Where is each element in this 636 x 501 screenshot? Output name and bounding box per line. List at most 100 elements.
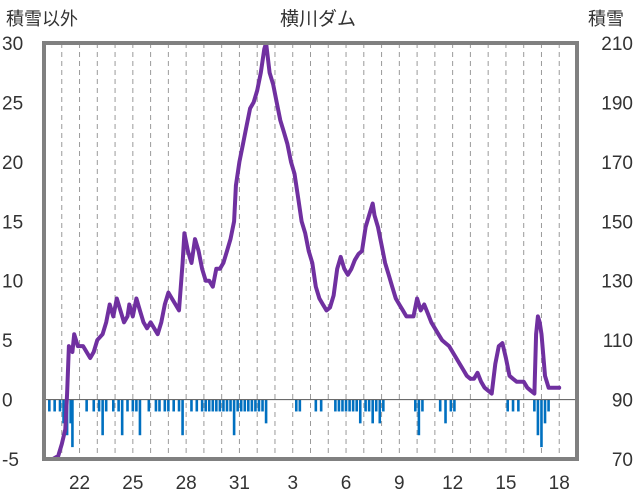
x-axis-ticks: 22 25 28 31 3 6 9 12 15 18 xyxy=(69,473,570,494)
precip-bar xyxy=(341,399,344,412)
x-tick-label: 18 xyxy=(549,473,570,494)
x-tick-label: 12 xyxy=(442,473,463,494)
precip-bar xyxy=(222,399,225,412)
precip-bar xyxy=(120,399,124,436)
precip-bar xyxy=(444,399,447,424)
precip-bar xyxy=(355,399,358,412)
precip-bar xyxy=(319,399,323,412)
right-tick-label: 150 xyxy=(601,212,633,233)
right-axis-label: 積雪 xyxy=(588,9,624,29)
precip-bar xyxy=(190,399,193,412)
precip-bar xyxy=(236,399,239,412)
snow-depth-line xyxy=(43,41,562,461)
bar-series xyxy=(48,399,550,448)
precip-bar xyxy=(131,399,135,412)
precip-bar xyxy=(181,399,184,436)
precip-bar xyxy=(243,399,247,412)
right-tick-label: 90 xyxy=(612,391,633,412)
precip-bar xyxy=(71,399,74,448)
right-tick-label: 170 xyxy=(601,153,633,174)
precip-bar xyxy=(453,399,456,412)
precip-bar xyxy=(449,399,453,412)
precip-bar xyxy=(158,399,161,412)
left-tick-label: 0 xyxy=(2,391,13,412)
precip-bar xyxy=(48,399,51,412)
precip-bar xyxy=(382,399,385,412)
left-tick-label: 5 xyxy=(2,331,13,352)
precip-bar xyxy=(154,399,158,412)
x-tick-label: 31 xyxy=(229,473,250,494)
right-axis-ticks: 70 90 110 130 150 170 190 210 xyxy=(601,34,633,471)
plot-frame xyxy=(42,41,579,461)
right-tick-label: 130 xyxy=(601,272,633,293)
precip-bar xyxy=(533,399,536,412)
precip-bar xyxy=(111,399,115,412)
precip-bar xyxy=(511,399,515,412)
precip-bar xyxy=(314,399,318,412)
left-axis-label: 積雪以外 xyxy=(6,9,78,29)
precip-bar xyxy=(348,399,351,412)
precip-bar xyxy=(92,399,96,412)
precip-bar xyxy=(167,399,170,412)
left-tick-label: 15 xyxy=(2,212,23,233)
precip-bar xyxy=(85,399,88,412)
x-tick-label: 6 xyxy=(341,473,352,494)
precip-bar xyxy=(344,399,348,412)
precip-bar xyxy=(58,399,62,412)
left-axis-ticks: -5 0 5 10 15 20 25 30 xyxy=(2,34,23,471)
precip-bar xyxy=(358,399,362,424)
precip-bar xyxy=(334,399,337,412)
precip-bar xyxy=(547,399,550,412)
precip-bar xyxy=(207,399,211,412)
left-tick-label: 10 xyxy=(2,272,23,293)
precip-bar xyxy=(239,399,243,412)
precip-bar xyxy=(97,399,101,412)
precip-bar xyxy=(218,399,222,412)
precip-bar xyxy=(378,399,382,424)
precip-bar xyxy=(229,399,232,412)
precip-bar xyxy=(540,399,543,448)
precip-bar xyxy=(135,399,138,412)
precip-bar xyxy=(250,399,254,412)
precip-bar xyxy=(438,399,442,412)
precip-bar xyxy=(215,399,218,412)
precip-bar xyxy=(417,399,421,436)
precip-bar xyxy=(211,399,215,412)
right-tick-label: 70 xyxy=(612,450,633,471)
precip-bar xyxy=(101,399,104,436)
precip-bar xyxy=(147,399,151,412)
x-tick-label: 22 xyxy=(69,473,90,494)
precip-bar xyxy=(232,399,236,436)
precip-bar xyxy=(117,399,120,412)
precip-bar xyxy=(163,399,167,412)
x-tick-label: 28 xyxy=(176,473,197,494)
precip-bar xyxy=(62,399,65,424)
left-tick-label: 30 xyxy=(2,34,23,55)
precip-bar xyxy=(298,399,302,412)
precip-bar xyxy=(364,399,367,412)
right-tick-label: 210 xyxy=(601,34,633,55)
precip-bar xyxy=(204,399,207,412)
precip-bar xyxy=(543,399,547,424)
precip-bar xyxy=(517,399,520,412)
precip-bar xyxy=(374,399,378,412)
precip-bar xyxy=(257,399,261,412)
precip-bar xyxy=(264,399,268,424)
precip-bar xyxy=(69,399,72,424)
right-tick-label: 190 xyxy=(601,93,633,114)
right-tick-label: 110 xyxy=(603,331,633,352)
x-tick-label: 3 xyxy=(287,473,298,494)
precip-bar xyxy=(371,399,374,424)
precip-bar xyxy=(104,399,108,412)
precip-bar xyxy=(225,399,229,412)
precip-bar xyxy=(536,399,540,436)
precip-bar xyxy=(506,399,510,412)
chart-title: 横川ダム xyxy=(280,8,356,30)
x-tick-label: 9 xyxy=(394,473,405,494)
precip-bar xyxy=(172,399,175,412)
precip-bar xyxy=(261,399,264,412)
left-tick-label: -5 xyxy=(2,450,19,471)
precip-bar xyxy=(421,399,424,412)
x-tick-label: 25 xyxy=(122,473,143,494)
